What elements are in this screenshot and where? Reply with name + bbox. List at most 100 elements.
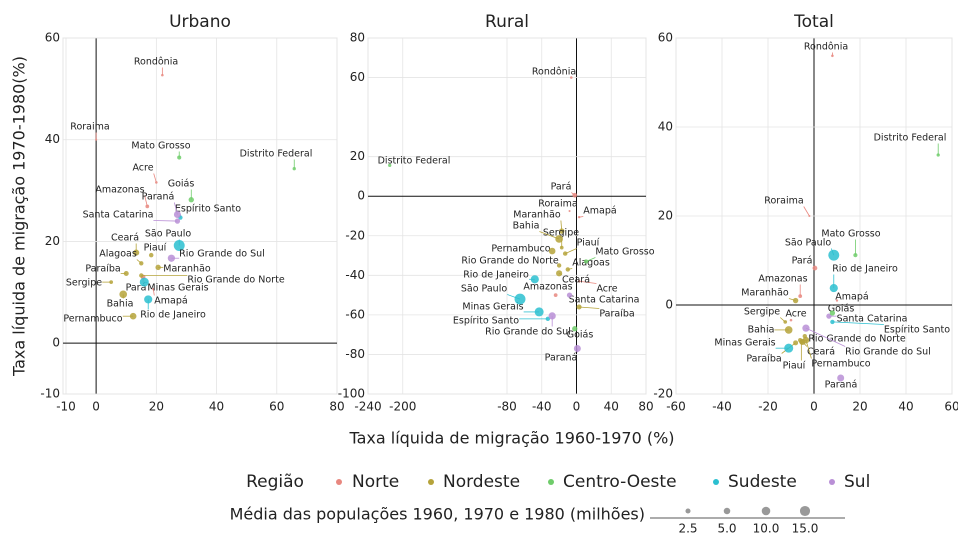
size-legend-dot [799, 505, 811, 517]
point [837, 374, 845, 382]
point [167, 254, 176, 262]
point [573, 345, 581, 353]
point [292, 167, 296, 171]
y-tick-label: -100 [338, 387, 365, 401]
legend-label: Nordeste [443, 472, 520, 492]
point [139, 273, 144, 278]
y-tick-label: 20 [350, 149, 365, 163]
x-tick-label: -40 [532, 400, 552, 414]
point-label: Rio Grande do Sul [845, 347, 931, 358]
point-label: Rio Grande do Norte [461, 256, 558, 267]
x-tick-label: -200 [389, 400, 416, 414]
point-label: Espírito Santo [884, 325, 950, 336]
point-label: Bahia [107, 299, 134, 310]
point [559, 228, 565, 234]
point-label: Ceará [111, 233, 139, 244]
point [829, 284, 838, 293]
point [555, 235, 563, 243]
point [572, 192, 578, 198]
point-label: Rondônia [134, 57, 178, 68]
point [830, 319, 835, 325]
point [129, 312, 137, 320]
panel [62, 37, 338, 395]
x-tick-label: 60 [269, 400, 284, 414]
point-label: Maranhão [163, 264, 211, 275]
x-tick-label: 40 [209, 400, 224, 414]
point [936, 153, 940, 157]
point [548, 312, 556, 320]
point-label: Santa Catarina [837, 314, 908, 325]
point-label: Maranhão [741, 288, 789, 299]
y-tick-label: 0 [357, 189, 365, 203]
point-label: Paraná [545, 353, 578, 364]
size-legend-title: Média das populações 1960, 1970 e 1980 (… [230, 505, 645, 524]
point [123, 270, 129, 276]
point-label: Rio de Janeiro [463, 270, 529, 281]
legend-swatch [548, 479, 554, 485]
x-tick-label: 80 [638, 400, 653, 414]
point [808, 214, 811, 218]
point-label: Pará [551, 182, 572, 193]
point [569, 76, 573, 79]
point-label: Distrito Federal [240, 149, 313, 160]
point [139, 261, 144, 266]
point-label: Rio Grande do Sul [179, 249, 265, 260]
y-tick-label: 60 [658, 31, 673, 45]
point [792, 297, 799, 304]
point [798, 294, 803, 298]
y-tick-label: 40 [45, 132, 60, 146]
leader-line [803, 206, 810, 217]
x-tick-label: 0 [92, 400, 100, 414]
point [853, 253, 858, 258]
point-label: Ceará [562, 275, 590, 286]
size-legend-label: 2.5 [678, 522, 697, 534]
point-label: Acre [596, 284, 617, 295]
point-label: Roraima [764, 196, 803, 207]
y-tick-label: -60 [345, 307, 365, 321]
leader-line [805, 327, 846, 347]
x-tick-label: -10 [56, 400, 76, 414]
point-label: Roraima [70, 122, 109, 133]
legend-swatch [428, 479, 434, 485]
legend-label: Centro-Oeste [563, 472, 677, 492]
legend-swatch [336, 479, 342, 485]
point [388, 163, 392, 168]
point [802, 333, 807, 339]
point [145, 204, 150, 209]
point-label: Bahia [748, 325, 775, 336]
point [831, 54, 834, 58]
point [545, 316, 551, 322]
x-tick-label: 20 [149, 400, 164, 414]
point-label: Amazonas [523, 282, 572, 293]
y-tick-label: -20 [653, 387, 673, 401]
point [144, 295, 153, 304]
leader-line [579, 280, 597, 284]
point [784, 326, 793, 334]
point-label: São Paulo [145, 229, 191, 240]
x-tick-label: 0 [573, 400, 581, 414]
point [95, 138, 98, 141]
point [139, 277, 149, 287]
point-label: Pará [126, 283, 147, 294]
x-tick-label: 40 [604, 400, 619, 414]
legend-label: Sudeste [728, 472, 797, 492]
point-label: Mato Grosso [131, 141, 190, 152]
size-legend-dot [723, 507, 731, 515]
x-tick-label: 80 [329, 400, 344, 414]
point-label: Rio de Janeiro [832, 264, 898, 275]
size-legend-dot [685, 508, 691, 514]
point [576, 304, 582, 310]
point-label: Rio Grande do Sul [485, 327, 571, 338]
y-tick-label: 80 [350, 31, 365, 45]
point-label: Amapá [154, 296, 187, 307]
point-label: Goiás [168, 179, 195, 190]
point-label: Sergipe [744, 307, 780, 318]
y-tick-label: -40 [345, 268, 365, 282]
point [119, 290, 128, 299]
point-label: Pará [792, 256, 813, 267]
legend-label: Norte [352, 472, 399, 492]
point [553, 293, 558, 297]
panel-title: Urbano [169, 12, 231, 32]
point [562, 251, 568, 256]
